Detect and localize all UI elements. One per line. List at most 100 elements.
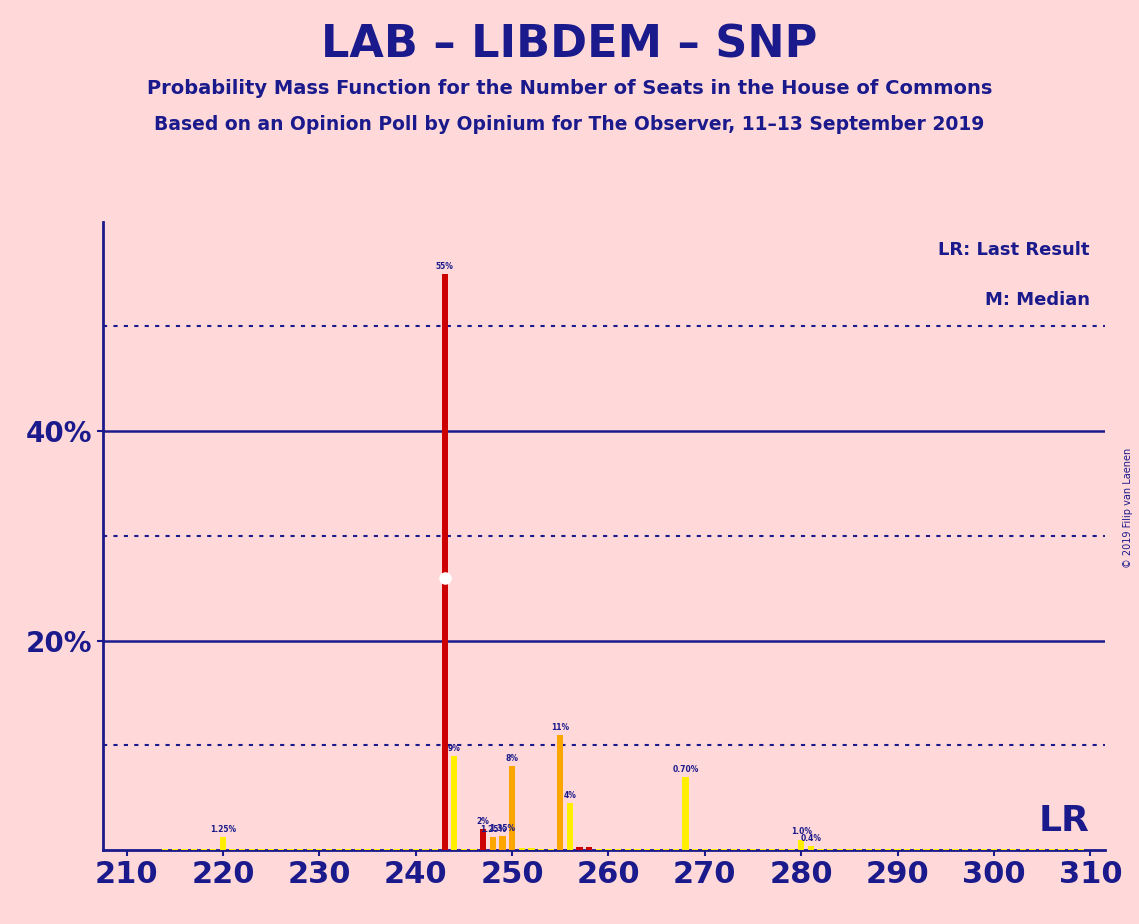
Text: 0.70%: 0.70% (672, 765, 699, 773)
Bar (913, 849, 920, 850)
Bar (730, 849, 737, 850)
Bar (644, 849, 650, 850)
Text: Probability Mass Function for the Number of Seats in the House of Commons: Probability Mass Function for the Number… (147, 79, 992, 98)
Text: 1.25%: 1.25% (480, 825, 506, 833)
Bar (952, 849, 959, 850)
Bar (317, 849, 322, 850)
Bar (981, 849, 988, 850)
Bar (393, 849, 400, 850)
Bar (1019, 849, 1026, 850)
Bar (924, 849, 929, 850)
Bar (557, 735, 564, 850)
Text: M: Median: M: Median (985, 291, 1090, 309)
Bar (374, 849, 380, 850)
Bar (499, 836, 506, 850)
Text: 11%: 11% (551, 723, 570, 732)
Bar (894, 849, 901, 850)
Text: 4%: 4% (564, 791, 576, 800)
Text: 55%: 55% (436, 262, 453, 271)
Bar (412, 849, 419, 850)
Bar (461, 848, 467, 850)
Bar (248, 849, 255, 850)
Bar (211, 849, 216, 850)
Bar (181, 849, 188, 850)
Bar (904, 849, 910, 850)
Bar (538, 848, 544, 850)
Bar (712, 849, 718, 850)
Bar (567, 803, 573, 850)
Bar (287, 849, 294, 850)
Bar (442, 274, 448, 850)
Bar (673, 849, 679, 850)
Bar (1000, 849, 1007, 850)
Bar (364, 849, 370, 850)
Bar (220, 837, 227, 850)
Bar (297, 849, 303, 850)
Bar (172, 849, 178, 850)
Bar (866, 849, 871, 850)
Bar (827, 849, 834, 850)
Bar (423, 849, 428, 850)
Bar (490, 837, 495, 850)
Bar (693, 849, 698, 850)
Bar (788, 849, 795, 850)
Bar (721, 849, 728, 850)
Bar (808, 845, 814, 850)
Text: 9%: 9% (448, 744, 460, 753)
Bar (1058, 849, 1065, 850)
Bar (451, 756, 458, 850)
Text: 1.25%: 1.25% (210, 825, 236, 833)
Bar (991, 849, 997, 850)
Bar (509, 766, 515, 850)
Text: 0.4%: 0.4% (801, 833, 821, 843)
Bar (528, 848, 534, 850)
Text: LR: LR (1039, 804, 1090, 837)
Bar (1049, 849, 1055, 850)
Bar (798, 840, 804, 850)
Text: LAB – LIBDEM – SNP: LAB – LIBDEM – SNP (321, 23, 818, 67)
Bar (518, 848, 525, 850)
Text: 1.35%: 1.35% (490, 824, 516, 833)
Bar (259, 849, 264, 850)
Bar (470, 848, 477, 850)
Bar (1030, 849, 1035, 850)
Bar (162, 849, 169, 850)
Bar (702, 849, 708, 850)
Bar (278, 849, 284, 850)
Bar (779, 849, 785, 850)
Bar (354, 849, 361, 850)
Bar (663, 849, 670, 850)
Bar (345, 849, 352, 850)
Bar (548, 848, 554, 850)
Bar (239, 849, 245, 850)
Bar (682, 777, 689, 850)
Bar (855, 849, 862, 850)
Bar (769, 849, 776, 850)
Bar (634, 849, 640, 850)
Text: 1.0%: 1.0% (790, 828, 812, 836)
Bar (760, 849, 765, 850)
Bar (306, 849, 313, 850)
Bar (268, 849, 274, 850)
Text: 8%: 8% (506, 754, 518, 763)
Bar (875, 849, 882, 850)
Bar (605, 849, 612, 850)
Bar (615, 849, 621, 850)
Bar (191, 849, 197, 850)
Bar (576, 847, 583, 850)
Bar (200, 849, 207, 850)
Bar (933, 849, 940, 850)
Bar (1039, 849, 1046, 850)
Bar (1068, 849, 1074, 850)
Bar (846, 849, 853, 850)
Bar (336, 849, 342, 850)
Bar (326, 849, 333, 850)
Bar (654, 849, 659, 850)
Text: 2%: 2% (477, 817, 490, 826)
Bar (587, 847, 592, 850)
Bar (749, 849, 756, 850)
Bar (480, 829, 486, 850)
Bar (943, 849, 949, 850)
Bar (403, 849, 409, 850)
Bar (818, 849, 823, 850)
